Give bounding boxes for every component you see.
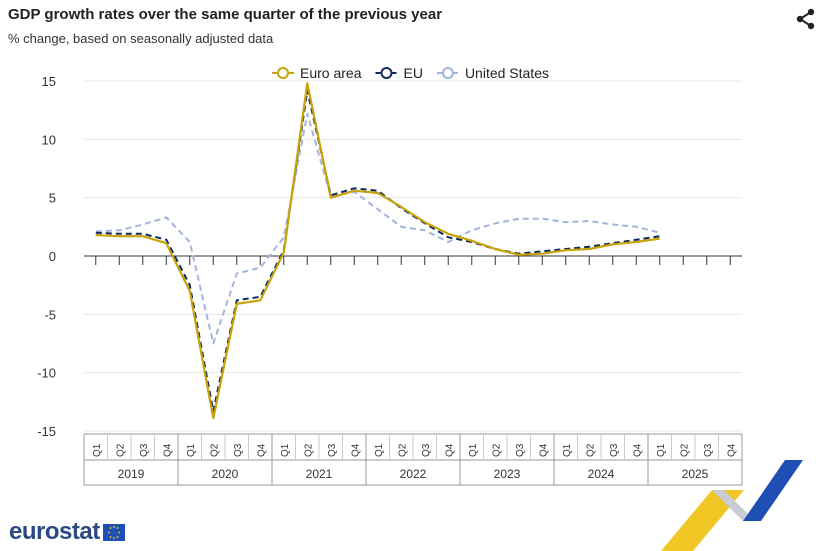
x-year-label: 2025 [682,467,709,481]
share-icon[interactable] [794,7,818,31]
series-line-united-states [95,112,661,345]
y-axis-ticks: 15 10 5 0 -5 -10 -15 [37,74,56,439]
x-quarter-label: Q2 [209,443,220,457]
x-quarter-label: Q1 [468,443,479,457]
legend-marker [380,67,393,79]
x-quarter-label: Q3 [327,443,338,457]
legend: Euro area EU United States [272,65,549,81]
x-quarter-label: Q1 [656,443,667,457]
chart-title: GDP growth rates over the same quarter o… [8,6,443,23]
legend-label: United States [465,65,549,81]
x-quarter-label: Q1 [280,443,291,457]
legend-label: EU [403,65,422,81]
x-year-label: 2019 [118,467,145,481]
x-year-label: 2023 [494,467,521,481]
legend-item[interactable]: EU [375,65,423,81]
x-quarter-label: Q3 [609,443,620,457]
x-quarter-label: Q4 [350,443,361,457]
x-year-label: 2021 [306,467,333,481]
x-year-label: 2022 [400,467,427,481]
legend-item[interactable]: Euro area [272,65,362,81]
x-quarter-label: Q1 [186,443,197,457]
y-tick-label: 0 [49,249,56,264]
chart-subtitle: % change, based on seasonally adjusted d… [8,31,274,46]
x-quarter-label: Q1 [562,443,573,457]
x-quarter-label: Q2 [303,443,314,457]
x-quarter-label: Q1 [374,443,385,457]
x-quarter-label: Q2 [585,443,596,457]
x-year-label: 2020 [212,467,239,481]
x-quarter-label: Q4 [444,443,455,457]
x-quarter-label: Q2 [679,443,690,457]
x-quarter-label: Q4 [726,443,737,457]
x-quarter-label: Q4 [162,443,173,457]
x-quarter-label: Q3 [421,443,432,457]
legend-marker [441,67,454,79]
eu-flag-icon [102,523,125,541]
y-tick-label: -15 [37,424,56,439]
legend-label: Euro area [300,65,362,81]
legend-marker [277,67,289,79]
x-quarter-label: Q4 [632,443,643,457]
y-tick-label: 5 [49,191,56,206]
x-quarter-label: Q2 [115,443,126,457]
x-quarter-label: Q4 [256,443,267,457]
legend-item[interactable]: United States [436,65,549,81]
y-tick-label: 10 [42,132,56,147]
x-quarter-label: Q3 [515,443,526,457]
series-lines [95,82,661,420]
x-quarter-label: Q3 [233,443,244,457]
x-quarter-label: Q3 [703,443,714,457]
series-line-euro-area [95,82,660,420]
x-quarter-label: Q2 [491,443,502,457]
decorative-ribbon [661,460,803,551]
x-quarter-label: Q1 [92,443,103,457]
x-axis: Q1 Q2 Q3 Q4 Q1 Q2 Q3 Q4 Q1 Q2 Q3 Q4 Q1 Q2 Q3 Q4 Q1 Q2 Q3 Q4… [83,255,743,486]
x-year-label: 2024 [588,467,615,481]
y-tick-label: -10 [37,366,56,381]
eurostat-logo: eurostat [9,517,125,547]
x-quarter-label: Q3 [139,443,150,457]
x-quarter-label: Q4 [538,443,549,457]
y-tick-label: 15 [42,74,56,89]
logo-text: eurostat [9,518,100,545]
y-tick-label: -5 [44,307,56,322]
x-quarter-label: Q2 [397,443,408,457]
series-line-eu [95,89,660,413]
